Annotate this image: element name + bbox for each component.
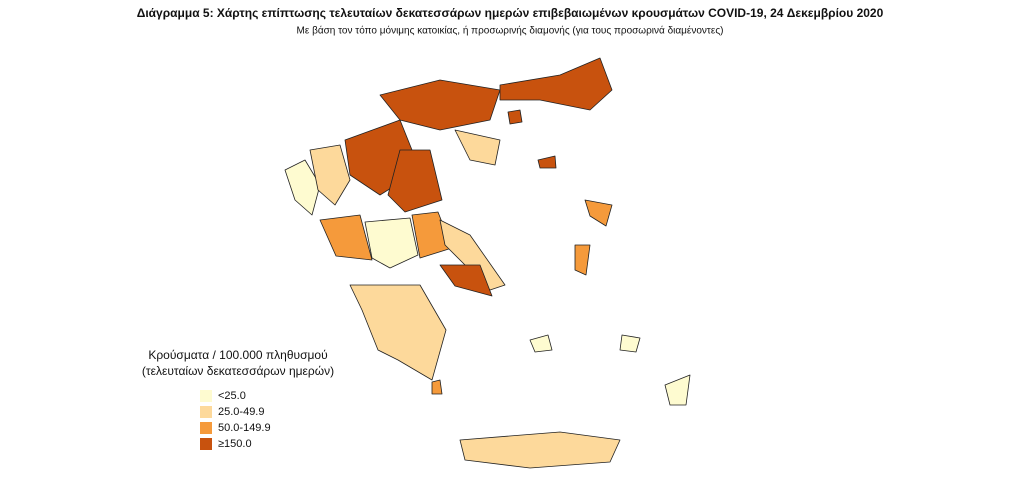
- greece-map: [284, 57, 691, 469]
- region: [537, 155, 557, 169]
- region: [584, 199, 613, 227]
- region: [574, 244, 591, 276]
- legend-title: Κρούσματα / 100.000 πληθυσμού: [148, 348, 327, 362]
- legend-swatch: [200, 422, 212, 434]
- region: [349, 284, 447, 381]
- region: [431, 379, 443, 395]
- legend: <25.0 25.0-49.9 50.0-149.9 ≥150.0: [200, 390, 271, 450]
- region: [309, 144, 351, 206]
- title: Διάγραμμα 5: Χάρτης επίπτωσης τελευταίων…: [137, 6, 884, 20]
- region: [499, 57, 613, 111]
- region: [459, 431, 621, 469]
- region: [284, 159, 321, 216]
- region: [439, 219, 506, 291]
- region: [529, 334, 553, 353]
- region: [379, 79, 501, 131]
- region: [454, 129, 501, 166]
- region: [364, 217, 419, 269]
- legend-label: <25.0: [218, 390, 246, 402]
- region: [387, 149, 443, 213]
- legend-label: 25.0-49.9: [218, 406, 264, 418]
- legend-swatch: [200, 406, 212, 418]
- legend-label: 50.0-149.9: [218, 422, 271, 434]
- legend-title: (τελευταίων δεκατεσσάρων ημερών): [142, 364, 334, 378]
- region: [664, 374, 691, 406]
- region: [619, 334, 641, 353]
- region: [439, 264, 493, 297]
- legend-swatch: [200, 438, 212, 450]
- subtitle: Με βάση τον τόπο μόνιμης κατοικίας, ή πρ…: [297, 25, 724, 37]
- legend-swatch: [200, 390, 212, 402]
- region: [319, 214, 373, 261]
- legend-label: ≥150.0: [218, 438, 252, 450]
- region: [507, 109, 523, 125]
